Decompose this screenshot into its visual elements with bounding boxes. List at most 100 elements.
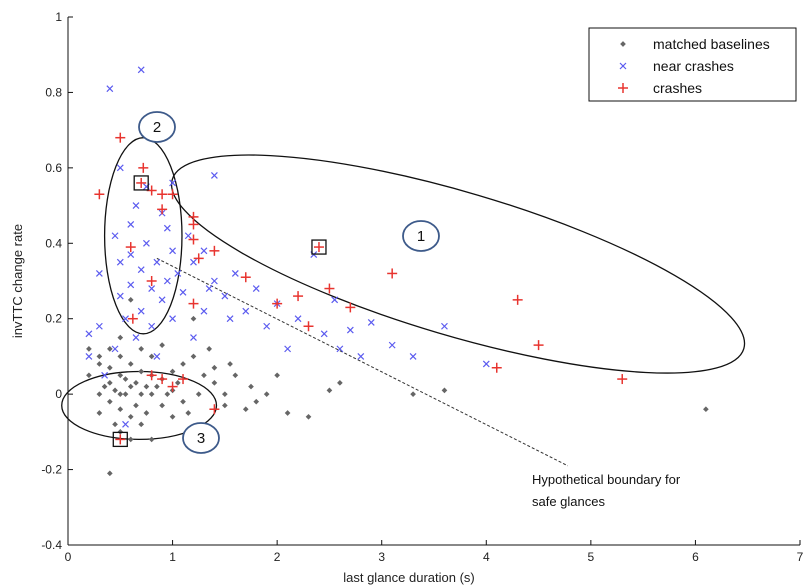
baseline-point — [180, 398, 186, 405]
near-crash-point — [116, 258, 124, 266]
near-crash-point — [169, 315, 176, 323]
near-crash-point — [409, 353, 417, 360]
near-crash-point — [148, 322, 156, 330]
near-crash-point — [221, 292, 229, 300]
near-crash-point — [169, 179, 176, 187]
baseline-point — [284, 410, 291, 416]
near-crash-point — [148, 285, 156, 292]
crash-point — [188, 219, 199, 230]
baseline-point — [127, 297, 134, 303]
baseline-point — [703, 406, 709, 413]
highlight-box — [311, 239, 327, 255]
near-crash-point — [184, 232, 192, 240]
baseline-point — [117, 353, 124, 360]
baseline-point — [107, 346, 113, 352]
baseline-point — [180, 361, 186, 367]
baseline-point — [441, 387, 448, 394]
crash-point — [313, 242, 324, 253]
baseline-point — [169, 368, 176, 375]
axes: 0 1 2 3 4 5 6 7 -0.4 -0.2 0 0.2 0.4 0.6 0.8 1 last glanc… — [10, 10, 804, 585]
baseline-point — [337, 380, 343, 386]
x-tick-label: 1 — [169, 550, 176, 564]
x-tick-label: 5 — [588, 550, 595, 564]
near-crash-point — [132, 202, 140, 209]
crash-point — [324, 283, 335, 294]
crash-point — [125, 242, 136, 253]
crash-point — [303, 321, 314, 332]
near-crash-point — [158, 296, 166, 304]
near-crash-point — [95, 322, 103, 330]
x-tick-label: 3 — [378, 550, 385, 564]
baseline-point — [211, 364, 218, 371]
near-crash-point — [127, 251, 135, 259]
near-crash-point — [357, 353, 365, 360]
baseline-point — [138, 346, 145, 352]
cluster-1-ellipse — [170, 154, 746, 374]
x-tick-label: 2 — [274, 550, 281, 564]
crash-point — [146, 370, 157, 381]
near-crash-point — [263, 322, 271, 330]
baseline-point — [117, 372, 124, 379]
crash-point — [512, 294, 523, 305]
y-axis-label: invTTC change rate — [10, 224, 25, 338]
hypothetical-boundary-line — [156, 257, 569, 467]
x-axis-label: last glance duration (s) — [343, 570, 475, 585]
near-crash-point — [153, 353, 161, 360]
y-tick-label: 0 — [55, 387, 62, 401]
crash-point — [188, 234, 199, 245]
near-crash-point — [210, 171, 218, 179]
crash-point — [94, 189, 105, 200]
near-crash-point — [226, 315, 234, 323]
legend-item: near crashes — [619, 58, 734, 74]
cluster-label-1: 1 — [402, 220, 440, 252]
baseline-point — [211, 380, 218, 386]
baseline-point — [107, 380, 113, 386]
y-tick-label: 0.4 — [45, 236, 62, 250]
y-tick-label: -0.2 — [41, 463, 62, 477]
near-crash-point — [242, 307, 250, 315]
near-crash-point — [111, 345, 119, 353]
crash-point — [293, 291, 304, 302]
near-crash-point — [320, 330, 328, 338]
near-crash-point — [116, 292, 124, 300]
baseline-point — [122, 376, 129, 382]
legend: matched baselines near crashes crashes — [588, 27, 797, 102]
legend-marker — [619, 62, 627, 70]
cluster-label-3: 3 — [182, 422, 220, 454]
near-crash-point — [294, 315, 302, 323]
legend-marker — [618, 83, 628, 93]
near-crash-point — [346, 326, 354, 334]
x-tick-label: 0 — [65, 550, 72, 564]
baseline-point — [127, 413, 134, 420]
legend-label: near crashes — [653, 58, 734, 74]
baseline-point — [410, 391, 416, 397]
near-crash-point — [122, 315, 129, 323]
crash-point — [491, 362, 502, 373]
near-crash-point — [163, 224, 171, 232]
annotation-line: safe glances — [532, 494, 605, 509]
near-crash-point — [163, 277, 171, 285]
baseline-point — [159, 342, 165, 348]
near-crash-point — [367, 319, 375, 326]
baseline-point — [148, 353, 155, 360]
near-crash-point — [252, 285, 260, 292]
near-crash-point — [116, 164, 124, 172]
baseline-point — [148, 391, 155, 397]
baseline-point — [96, 391, 103, 397]
baseline-point — [86, 372, 92, 379]
x-tick-label: 7 — [797, 550, 804, 564]
baseline-point — [232, 372, 239, 379]
baseline-point — [107, 364, 113, 371]
near-crash-point — [336, 345, 344, 353]
crash-point — [157, 204, 168, 215]
near-crash-point — [174, 270, 182, 277]
legend-marker — [620, 41, 626, 47]
near-crash-point — [106, 85, 114, 93]
crash-point — [167, 189, 178, 200]
annotation: Hypothetical boundary for safe glances — [532, 472, 681, 509]
highlight-box — [133, 175, 149, 191]
near-crash-point — [122, 420, 129, 428]
baseline-point — [201, 372, 207, 379]
baseline-point — [101, 383, 108, 390]
